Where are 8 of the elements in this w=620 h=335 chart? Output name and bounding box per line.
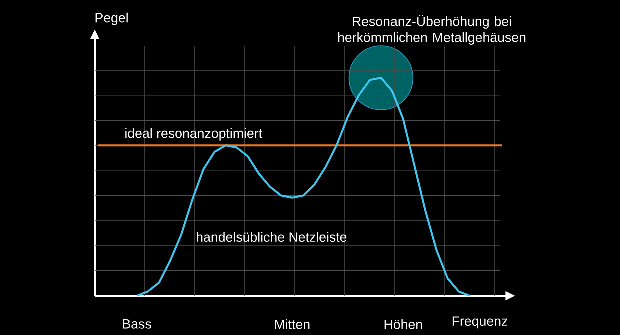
x-tick-label: Mitten — [275, 320, 310, 330]
x-axis-title: Frequenz — [452, 316, 508, 329]
text: Resonanz-Überhöhung bei herkömmlichen Metallgehäusen — [338, 15, 526, 45]
x-tick-label: Höhen — [384, 320, 422, 330]
y-axis-title: Pegel — [96, 12, 128, 26]
ref-line-label: ideal resonanzoptimiert — [126, 128, 262, 141]
series-label: handelsübliche Netzleiste — [197, 232, 347, 242]
x-tick-label: Bass — [123, 320, 152, 329]
